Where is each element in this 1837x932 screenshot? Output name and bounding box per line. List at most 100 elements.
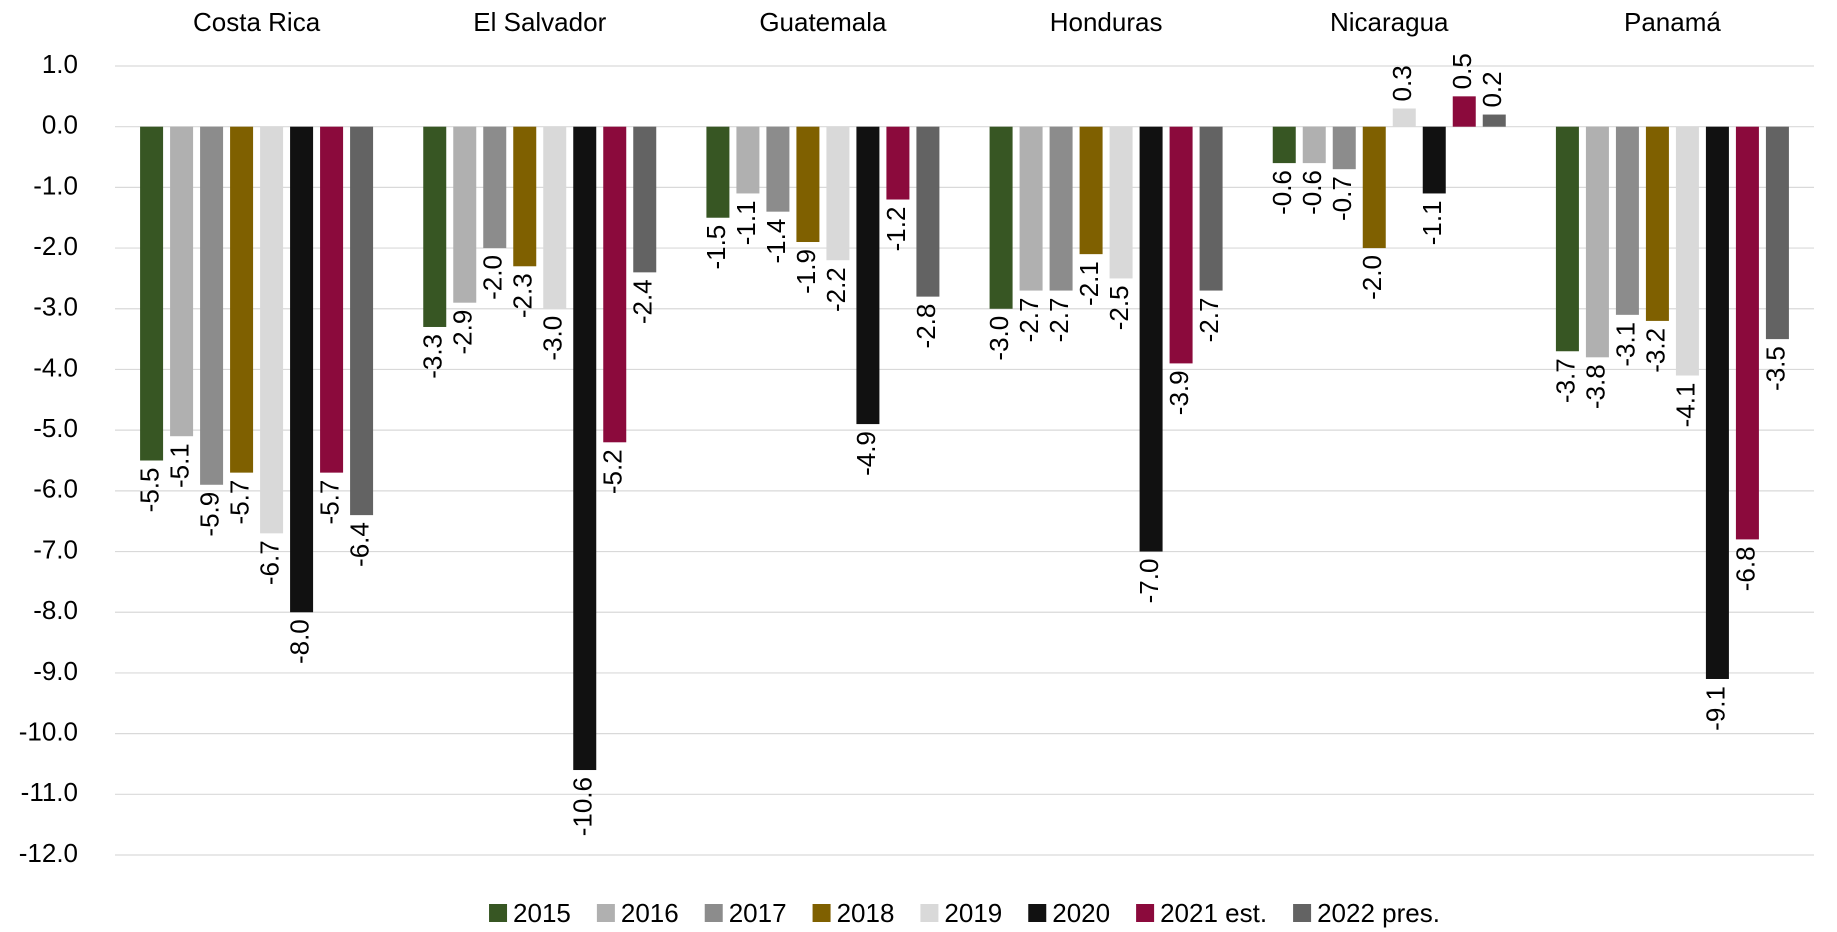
- legend-swatch: [1136, 904, 1155, 922]
- bar: [423, 126, 447, 327]
- data-label: -2.7: [1014, 298, 1044, 343]
- y-tick-label: -11.0: [21, 777, 78, 807]
- data-label: -2.5: [1104, 285, 1134, 330]
- legend-label: 2016: [621, 898, 679, 928]
- bar: [1645, 126, 1669, 321]
- category-label: El Salvador: [473, 7, 606, 37]
- bar: [200, 126, 224, 485]
- data-label: -5.7: [314, 480, 344, 525]
- y-tick-label: -8.0: [33, 595, 78, 625]
- bar: [230, 126, 254, 473]
- bar: [1362, 126, 1386, 249]
- data-label: -6.4: [344, 522, 374, 567]
- data-label: -2.2: [821, 267, 851, 312]
- legend-swatch: [596, 904, 615, 922]
- data-label: -2.7: [1194, 298, 1224, 343]
- legend-label: 2020: [1052, 898, 1110, 928]
- legend-label: 2017: [729, 898, 787, 928]
- legend: 2015 2016 2017 2018 2019 2020 2021 est. 2022 pr…: [489, 898, 1440, 928]
- data-label: -3.8: [1580, 364, 1610, 409]
- data-label: -9.1: [1700, 686, 1730, 731]
- legend-swatch: [920, 904, 939, 922]
- data-label: -3.9: [1164, 370, 1194, 415]
- y-tick-label: -4.0: [33, 352, 78, 382]
- data-label: -2.0: [1357, 255, 1387, 300]
- legend-label: 2019: [944, 898, 1002, 928]
- bar: [989, 126, 1013, 309]
- bar: [826, 126, 850, 261]
- bar: [290, 126, 314, 613]
- bar: [1585, 126, 1609, 358]
- bar: [1735, 126, 1759, 540]
- bar: [856, 126, 880, 425]
- data-label: -3.0: [984, 316, 1014, 361]
- y-tick-label: 0.0: [42, 110, 78, 140]
- data-label: -0.7: [1327, 176, 1357, 221]
- data-label: -3.3: [418, 334, 448, 379]
- data-label: -1.1: [1417, 200, 1447, 245]
- data-label: -2.1: [1074, 261, 1104, 306]
- bar: [1482, 114, 1506, 127]
- data-label: -0.6: [1297, 170, 1327, 215]
- data-label: -4.9: [851, 431, 881, 476]
- category-label: Costa Rica: [193, 7, 321, 37]
- bar: [916, 126, 940, 297]
- bar: [706, 126, 730, 218]
- data-label: -7.0: [1134, 559, 1164, 604]
- legend-label: 2021 est.: [1160, 898, 1267, 928]
- data-label: -3.0: [538, 316, 568, 361]
- bar: [1169, 126, 1193, 364]
- data-label: -3.2: [1640, 328, 1670, 373]
- data-label: -8.0: [284, 619, 314, 664]
- y-tick-label: 1.0: [42, 49, 78, 79]
- data-label: -5.1: [164, 443, 194, 488]
- data-label: -2.3: [508, 273, 538, 318]
- data-label: -1.5: [701, 225, 731, 270]
- data-label: -1.1: [731, 200, 761, 245]
- data-label: -2.7: [1044, 298, 1074, 343]
- bar: [320, 126, 344, 473]
- y-tick-label: -6.0: [33, 474, 78, 504]
- bar: [1079, 126, 1103, 255]
- data-label: -5.9: [194, 492, 224, 537]
- data-label: -2.8: [911, 304, 941, 349]
- data-label: -2.4: [628, 279, 658, 324]
- data-label: -5.7: [224, 480, 254, 525]
- bar: [736, 126, 760, 194]
- legend-label: 2022 pres.: [1317, 898, 1440, 928]
- data-label: -1.2: [881, 207, 911, 252]
- bar: [543, 126, 567, 309]
- bar: [1199, 126, 1223, 291]
- data-label: -10.6: [568, 777, 598, 836]
- bar: [1139, 126, 1163, 552]
- data-label: -2.9: [448, 310, 478, 355]
- bar: [1019, 126, 1043, 291]
- bar: [1332, 126, 1356, 170]
- bar: [140, 126, 164, 461]
- bar: [483, 126, 507, 249]
- legend-label: 2015: [513, 898, 571, 928]
- legend-swatch: [489, 904, 508, 922]
- y-tick-label: -2.0: [33, 231, 78, 261]
- category-label: Panamá: [1624, 7, 1721, 37]
- legend-label: 2018: [837, 898, 895, 928]
- y-tick-label: -3.0: [33, 292, 78, 322]
- y-tick-label: -7.0: [33, 534, 78, 564]
- bar: [766, 126, 790, 212]
- bar: [796, 126, 820, 243]
- bar: [1049, 126, 1073, 291]
- data-label: -4.1: [1670, 383, 1700, 428]
- bar: [1615, 126, 1639, 315]
- data-label: -6.7: [254, 540, 284, 585]
- y-tick-label: -1.0: [33, 170, 78, 200]
- data-label: -0.6: [1267, 170, 1297, 215]
- bar: [1675, 126, 1699, 376]
- bar: [513, 126, 537, 267]
- y-tick-label: -12.0: [19, 838, 78, 868]
- bar: [1422, 126, 1446, 194]
- data-label: 0.5: [1447, 53, 1477, 89]
- data-label: -3.5: [1760, 346, 1790, 391]
- data-label: -6.8: [1730, 546, 1760, 591]
- legend-swatch: [1293, 904, 1312, 922]
